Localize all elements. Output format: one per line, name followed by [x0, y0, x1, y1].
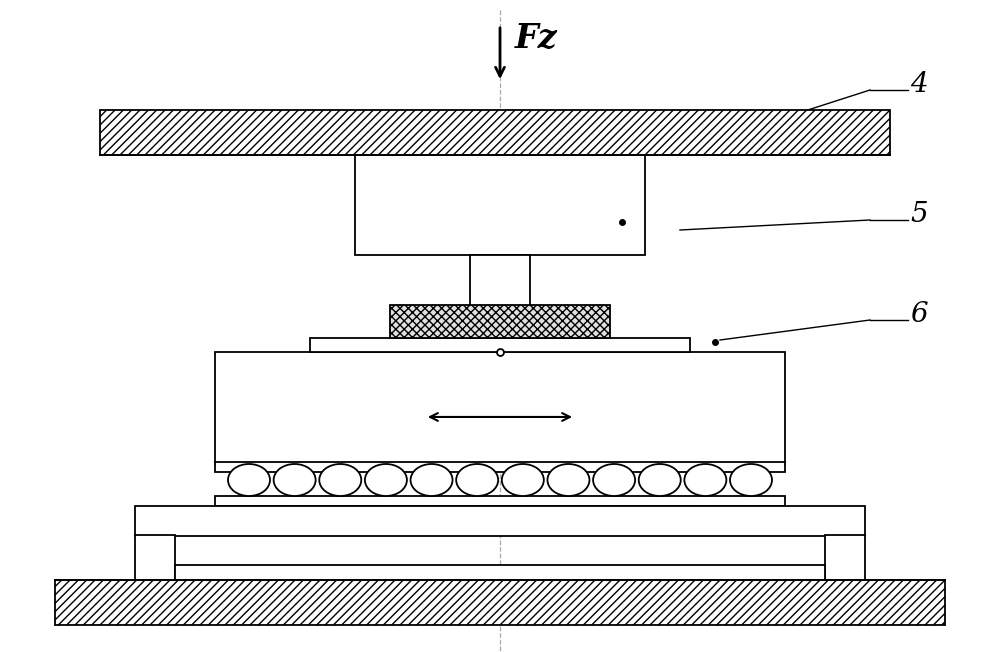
Bar — [310, 338, 690, 352]
Bar — [355, 155, 645, 255]
Bar — [390, 305, 610, 338]
Ellipse shape — [319, 464, 361, 496]
Text: 6: 6 — [910, 301, 928, 329]
Bar — [215, 462, 785, 472]
Ellipse shape — [730, 464, 772, 496]
Ellipse shape — [228, 464, 270, 496]
Ellipse shape — [411, 464, 453, 496]
Ellipse shape — [639, 464, 681, 496]
Bar — [135, 535, 175, 580]
Bar — [135, 506, 865, 536]
Text: 5: 5 — [910, 201, 928, 228]
Ellipse shape — [274, 464, 316, 496]
Bar — [825, 535, 865, 580]
Bar — [175, 565, 825, 580]
Ellipse shape — [547, 464, 589, 496]
Ellipse shape — [593, 464, 635, 496]
Bar — [55, 580, 945, 625]
Bar — [215, 496, 785, 506]
Ellipse shape — [365, 464, 407, 496]
Ellipse shape — [456, 464, 498, 496]
Text: 4: 4 — [910, 72, 928, 98]
Ellipse shape — [502, 464, 544, 496]
Ellipse shape — [684, 464, 726, 496]
Bar — [470, 255, 530, 310]
Bar — [100, 110, 890, 155]
Text: Fz: Fz — [515, 22, 558, 55]
Bar — [215, 352, 785, 464]
